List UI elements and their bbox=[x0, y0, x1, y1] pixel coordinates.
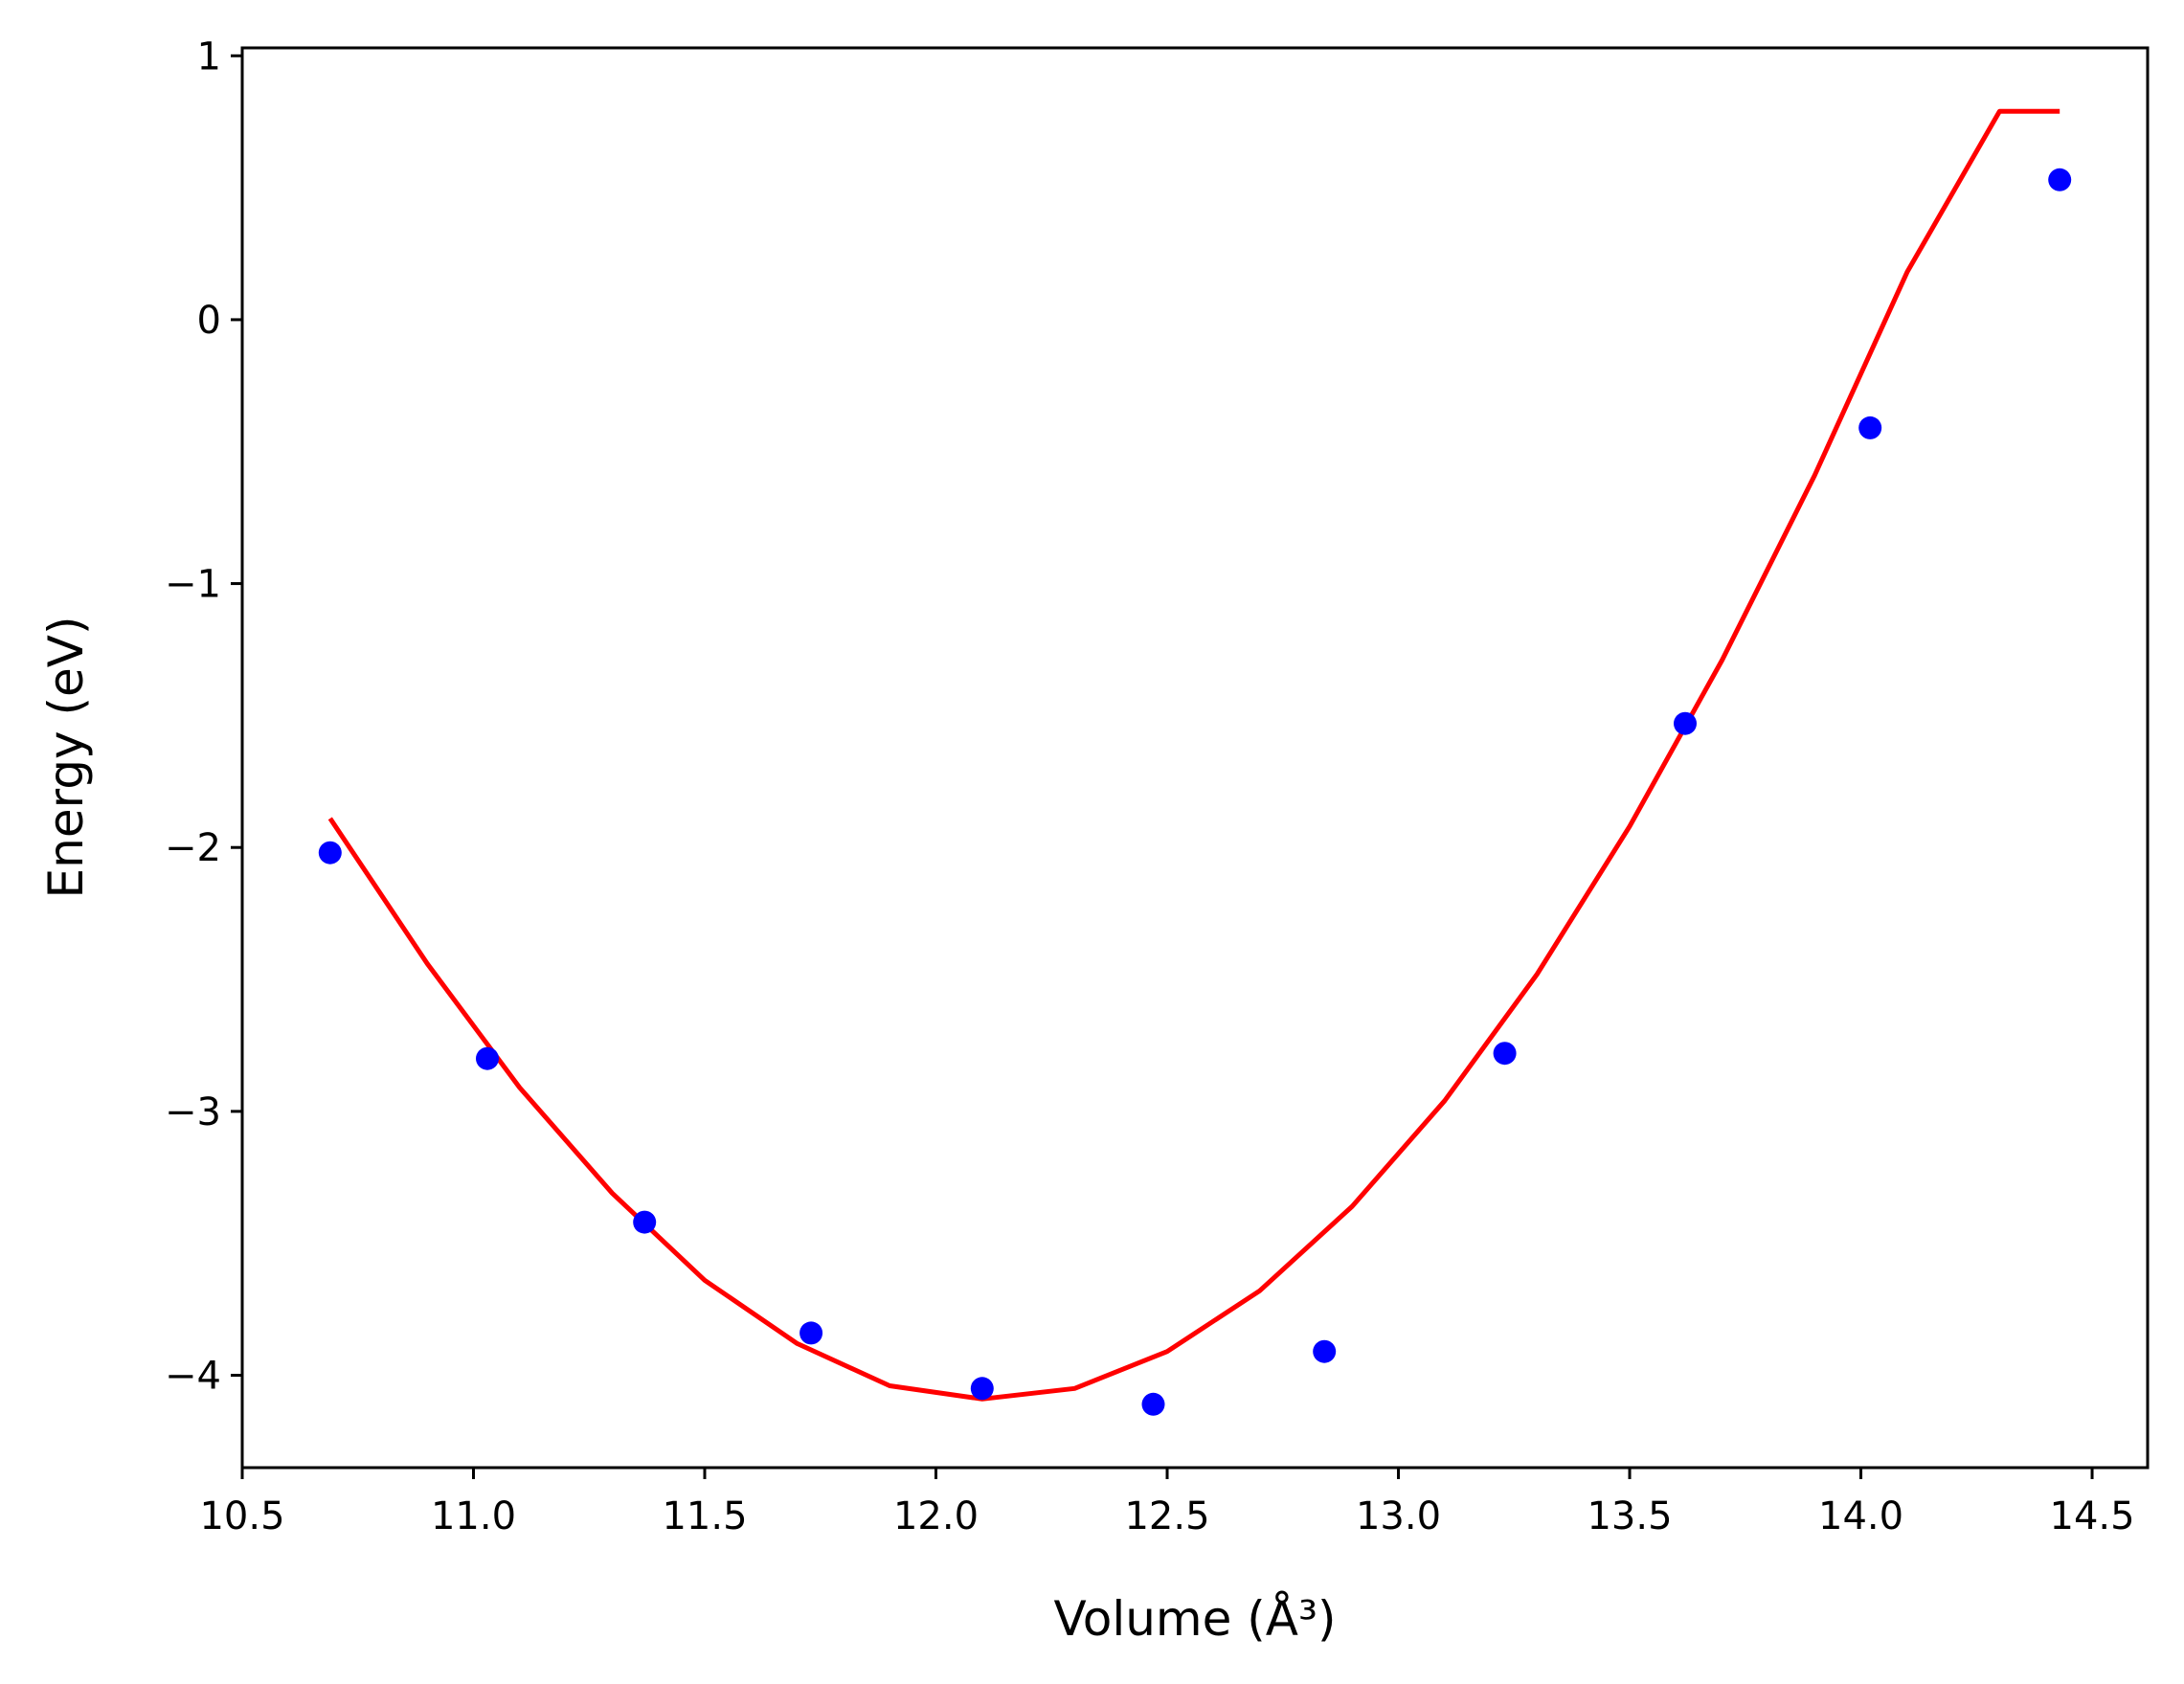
y-tick-label: −2 bbox=[165, 826, 221, 870]
x-axis-ticks: 10.5 11.0 11.5 12.0 12.5 13.0 13.5 14.0 14.5 bbox=[199, 1468, 2135, 1538]
data-point bbox=[1858, 415, 1882, 439]
data-point bbox=[1674, 711, 1697, 735]
x-tick-label: 13.5 bbox=[1587, 1494, 1672, 1538]
data-point bbox=[799, 1321, 823, 1345]
x-tick-label: 11.0 bbox=[431, 1494, 516, 1538]
y-tick-label: 0 bbox=[197, 299, 221, 343]
x-tick-label: 13.0 bbox=[1356, 1494, 1441, 1538]
data-points-layer bbox=[318, 168, 2072, 1416]
data-point bbox=[1141, 1392, 1165, 1416]
plot-frame bbox=[240, 46, 2150, 1470]
x-tick-label: 12.5 bbox=[1124, 1494, 1209, 1538]
fit-curve-line bbox=[327, 108, 2060, 1402]
x-tick-label: 12.0 bbox=[893, 1494, 979, 1538]
data-point bbox=[318, 841, 342, 864]
data-point bbox=[970, 1377, 994, 1401]
fit-curve-layer bbox=[327, 108, 2060, 1402]
data-point bbox=[633, 1210, 657, 1234]
y-axis-ticks: −4 −3 −2 −1 0 1 bbox=[165, 34, 242, 1399]
y-tick-label: −3 bbox=[165, 1090, 221, 1134]
y-tick-label: −1 bbox=[165, 563, 221, 607]
data-point bbox=[2048, 168, 2072, 191]
x-tick-label: 10.5 bbox=[199, 1494, 284, 1538]
data-point bbox=[476, 1046, 499, 1070]
x-axis-label: Volume (Å³) bbox=[1053, 1591, 1336, 1647]
data-point bbox=[1493, 1042, 1517, 1066]
y-tick-label: −4 bbox=[165, 1355, 221, 1399]
y-axis-label: Energy (eV) bbox=[38, 617, 94, 899]
y-tick-label: 1 bbox=[197, 34, 221, 79]
x-tick-label: 14.5 bbox=[2050, 1494, 2135, 1538]
data-point bbox=[1313, 1339, 1337, 1363]
x-tick-label: 11.5 bbox=[662, 1494, 747, 1538]
x-tick-label: 14.0 bbox=[1818, 1494, 1903, 1538]
